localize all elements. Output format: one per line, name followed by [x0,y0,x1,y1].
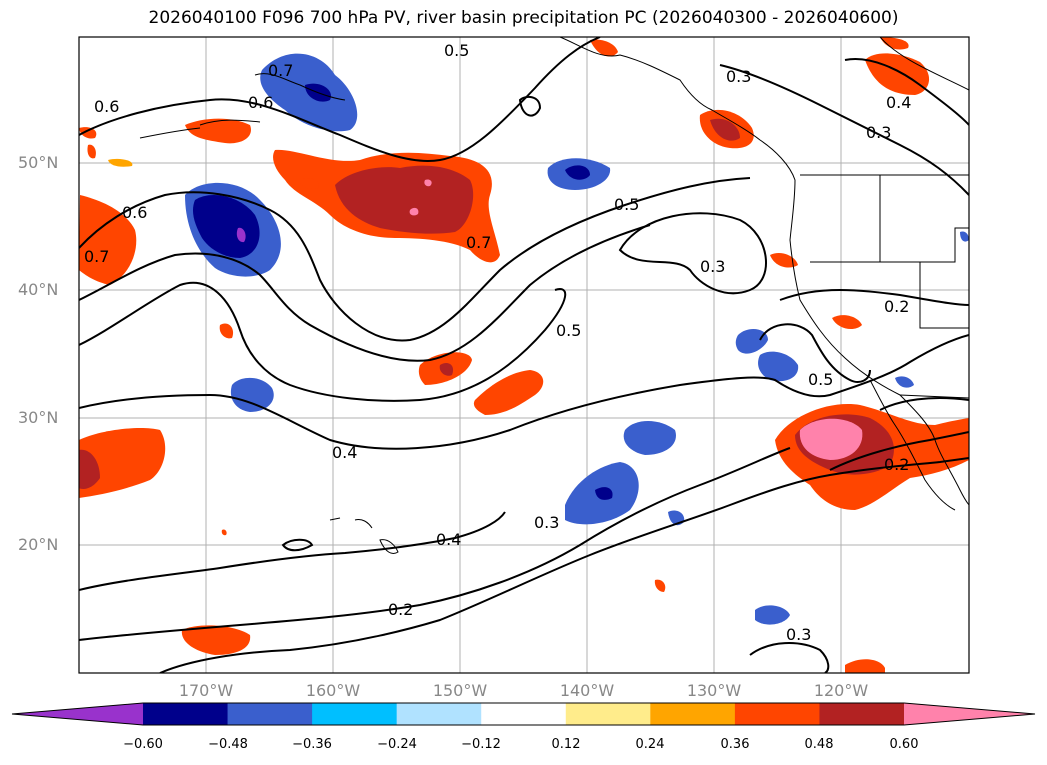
lat-label-50n: 50°N [18,153,59,172]
contour-label: 0.6 [94,97,119,116]
contour-labels: 0.5 0.7 0.6 0.6 0.6 0.7 0.7 0.5 0.3 0.5 … [84,41,911,644]
lat-label-40n: 40°N [18,280,59,299]
lon-label-150w: 150°W [432,681,488,700]
colorbar-segment [312,703,398,725]
lat-label-20n: 20°N [18,535,59,554]
contour-label: 0.3 [726,67,751,86]
lon-label-120w: 120°W [813,681,869,700]
contour-label: 0.7 [84,247,109,266]
contour-label: 0.7 [466,233,491,252]
contour-label: 0.2 [388,600,413,619]
colorbar-tick-label: −0.12 [461,737,501,752]
lon-label-160w: 160°W [305,681,361,700]
contour-label: 0.4 [332,443,357,462]
map-frame [78,36,970,674]
precip-fill-regions [79,37,969,673]
colorbar-tick-label: −0.48 [208,737,248,752]
colorbar-segment [227,703,313,725]
colorbar-outline [11,702,1036,726]
contour-label: 0.5 [556,321,581,340]
colorbar-segment [565,703,651,725]
contour-label: 0.5 [614,195,639,214]
contour-label: 0.6 [248,93,273,112]
contour-label: 0.3 [866,123,891,142]
colorbar-segment [481,703,567,725]
lon-label-170w: 170°W [178,681,234,700]
contour-label: 0.7 [268,61,293,80]
contour-label: 0.4 [436,530,461,549]
colorbar-tick-label: 0.48 [804,737,834,752]
colorbar-tick-label: 0.12 [551,737,581,752]
lon-label-140w: 140°W [559,681,615,700]
colorbar-segment [819,703,905,725]
lon-label-130w: 130°W [686,681,742,700]
contour-label: 0.5 [444,41,469,60]
colorbar-extend-high [904,703,1035,725]
lat-label-30n: 30°N [18,408,59,427]
contour-label: 0.2 [884,455,909,474]
colorbar-tick-label: −0.36 [292,737,332,752]
colorbar-tick-label: 0.36 [720,737,750,752]
colorbar-segment [734,703,820,725]
pv-contours [79,37,969,673]
colorbar-segment [396,703,482,725]
contour-label: 0.3 [534,513,559,532]
contour-label: 0.4 [886,93,911,112]
colorbar-tick-label: −0.60 [123,737,163,752]
colorbar-segment [143,703,229,725]
map-title: 2026040100 F096 700 hPa PV, river basin … [148,8,899,28]
colorbar-tick-label: −0.24 [377,737,417,752]
contour-label: 0.6 [122,203,147,222]
contour-label: 0.3 [700,257,725,276]
colorbar-extend-low [12,703,143,725]
colorbar-tick-label: 0.24 [635,737,665,752]
colorbar-segment [650,703,736,725]
contour-label: 0.3 [786,625,811,644]
colorbar-tick-label: 0.60 [889,737,919,752]
contour-label: 0.5 [808,370,833,389]
contour-label: 0.2 [884,297,909,316]
colorbar-segments [12,703,1035,725]
